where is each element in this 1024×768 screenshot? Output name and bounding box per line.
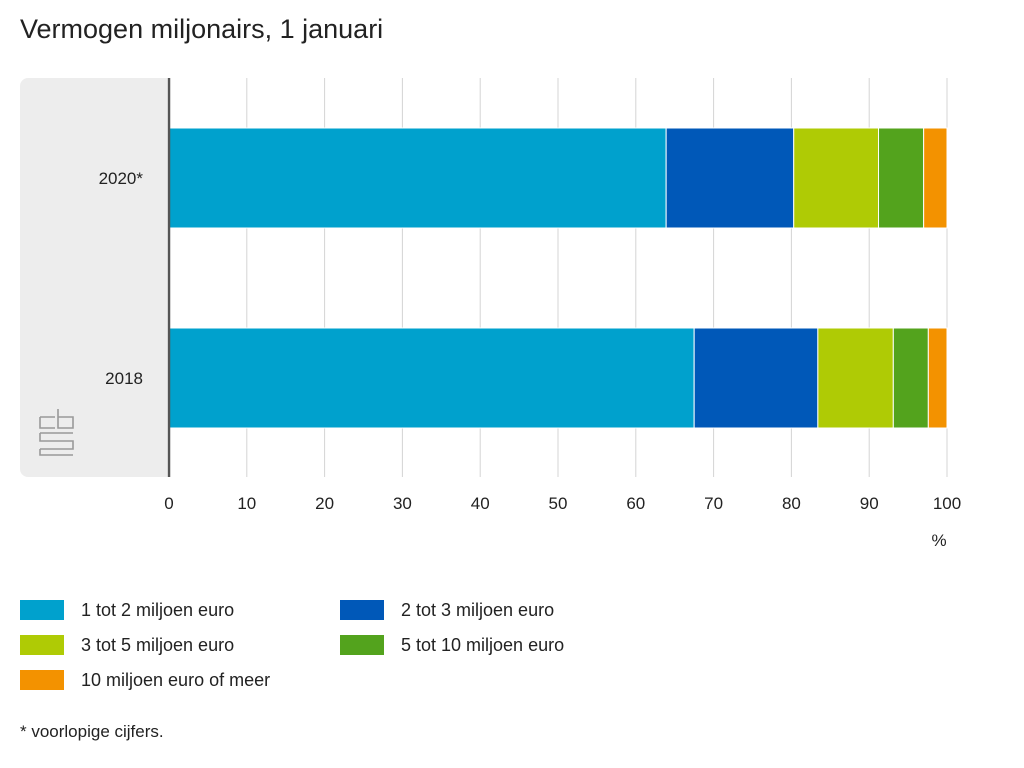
- legend-label: 10 miljoen euro of meer: [81, 669, 271, 690]
- cbs-logo: [39, 409, 74, 456]
- bar-segment[interactable]: [793, 127, 880, 229]
- bar-segment[interactable]: [168, 327, 695, 429]
- footnote: * voorlopige cijfers.: [20, 722, 164, 741]
- legend-label: 2 tot 3 miljoen euro: [401, 599, 555, 620]
- x-tick-label: 50: [549, 494, 568, 513]
- x-tick-label: 10: [237, 494, 256, 513]
- x-tick-label: 40: [471, 494, 490, 513]
- legend-swatch: [340, 635, 384, 655]
- x-axis-label: %: [931, 531, 946, 550]
- cbs-logo-mark: [39, 409, 74, 456]
- legend-item-10-plus[interactable]: 10 miljoen euro of meer: [20, 668, 270, 692]
- x-tick-label: 30: [393, 494, 412, 513]
- x-tick-label: 20: [315, 494, 334, 513]
- chart-svg: 0 10 20 30 40 50 60 70 80 90 100% 2020* 2018: [20, 78, 961, 550]
- x-tick-label: 70: [704, 494, 723, 513]
- legend-item-3-5[interactable]: 3 tot 5 miljoen euro: [20, 633, 234, 657]
- bar-segment[interactable]: [927, 327, 948, 429]
- legend-swatch: [340, 600, 384, 620]
- x-tick-label: 90: [860, 494, 879, 513]
- legend-swatch: [20, 600, 64, 620]
- chart-title: Vermogen miljonairs, 1 januari: [20, 14, 384, 44]
- bar-segment[interactable]: [665, 127, 795, 229]
- legend-item-2-3[interactable]: 2 tot 3 miljoen euro: [340, 598, 554, 622]
- bar-segment[interactable]: [892, 327, 929, 429]
- legend-label: 5 tot 10 miljoen euro: [401, 634, 565, 655]
- y-tick-label: 2020*: [99, 169, 144, 188]
- bar-segment[interactable]: [817, 327, 894, 429]
- legend-label: 3 tot 5 miljoen euro: [81, 634, 235, 655]
- legend-swatch: [20, 670, 64, 690]
- bar-segment[interactable]: [693, 327, 819, 429]
- legend-item-5-10[interactable]: 5 tot 10 miljoen euro: [340, 633, 564, 657]
- x-tick-label: 0: [164, 494, 173, 513]
- y-tick-label: 2018: [105, 369, 143, 388]
- x-tick-label: 60: [626, 494, 645, 513]
- bar-segment[interactable]: [923, 127, 948, 229]
- x-tick-label: 80: [782, 494, 801, 513]
- legend-label: 1 tot 2 miljoen euro: [81, 599, 235, 620]
- category-panel: [20, 78, 179, 477]
- legend-item-1-2[interactable]: 1 tot 2 miljoen euro: [20, 598, 234, 622]
- x-tick-label: 100: [933, 494, 961, 513]
- bar-segment[interactable]: [168, 127, 667, 229]
- legend-swatch: [20, 635, 64, 655]
- bar-segment[interactable]: [878, 127, 925, 229]
